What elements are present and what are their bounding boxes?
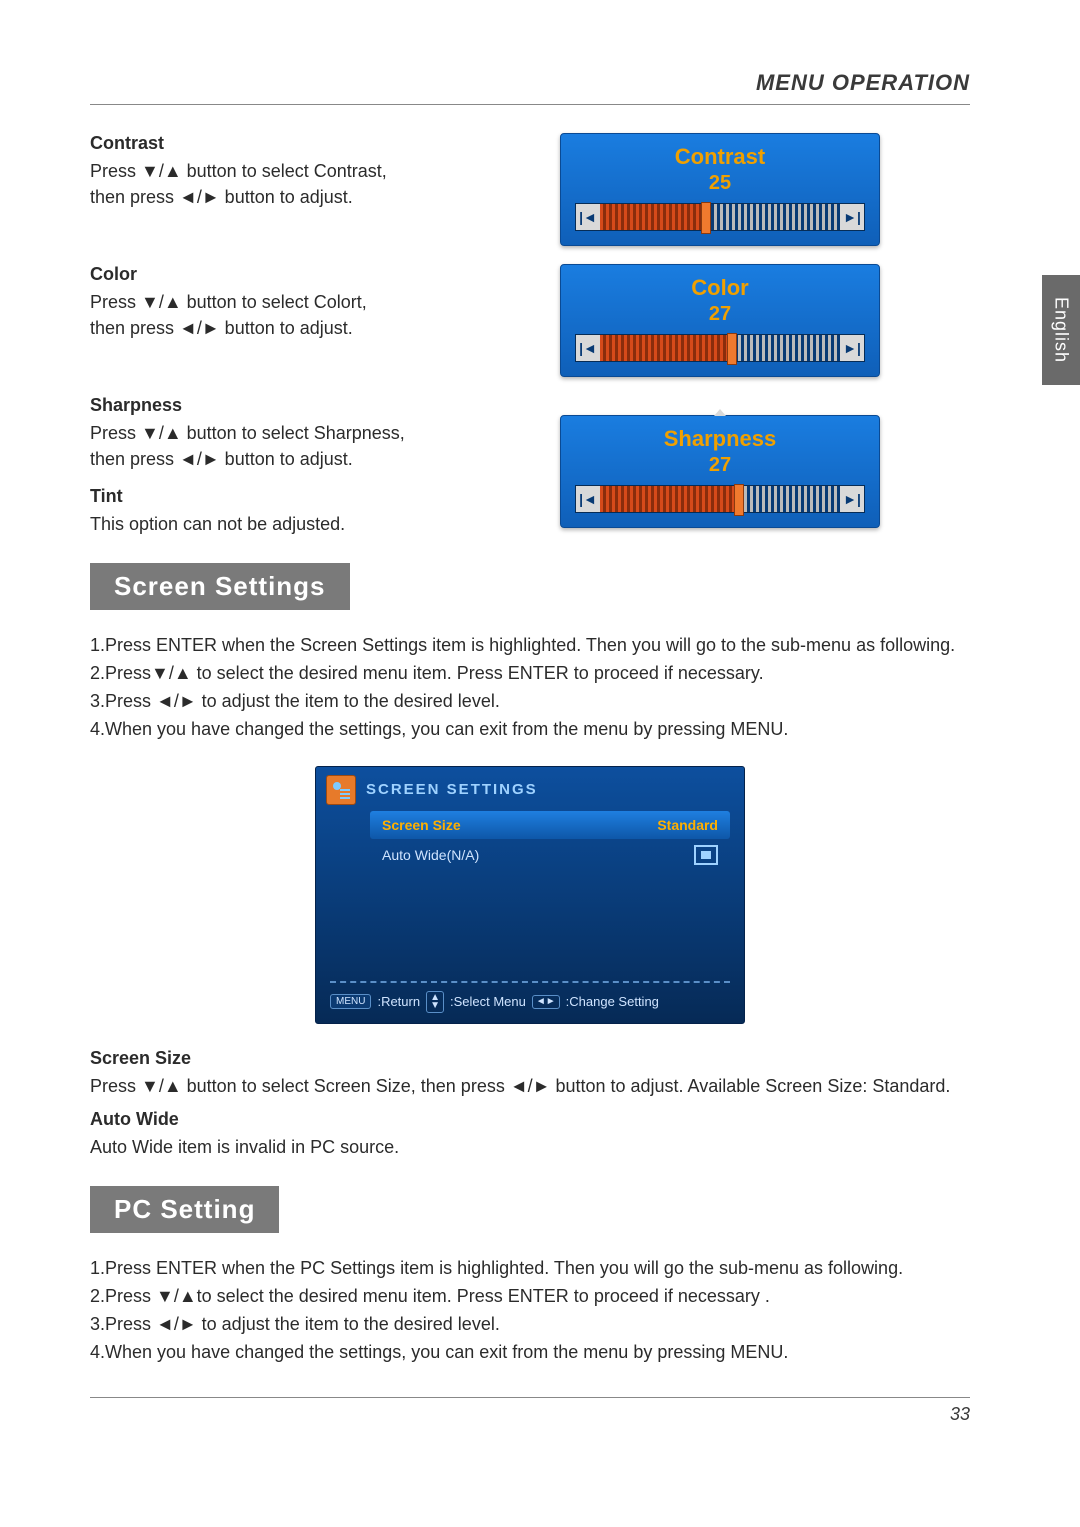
pc-step-2: 2.Press ▼/▲to select the desired menu it… [90,1283,970,1311]
page-number: 33 [950,1404,970,1424]
sharpness-desc-2: then press ◄/► button to adjust. [90,446,540,472]
screen-size-desc: Press ▼/▲ button to select Screen Size, … [90,1073,970,1099]
language-tab: English [1042,275,1080,385]
slider-value: 25 [575,172,865,195]
color-desc-2: then press ◄/► button to adjust. [90,315,540,341]
auto-wide-desc: Auto Wide item is invalid in PC source. [90,1134,970,1160]
menu-key-icon: MENU [330,994,371,1009]
slider-title: Sharpness [575,426,865,452]
osd-window: SCREEN SETTINGS Screen Size Standard Aut… [315,766,745,1024]
contrast-desc-1: Press ▼/▲ button to select Contrast, [90,158,540,184]
osd-title: SCREEN SETTINGS [366,781,538,798]
contrast-desc-2: then press ◄/► button to adjust. [90,184,540,210]
updown-icon: ▲▼ [426,991,444,1013]
stop-icon [694,845,718,865]
slider-right-icon[interactable]: ►| [840,335,864,361]
screen-step-1: 1.Press ENTER when the Screen Settings i… [90,632,970,660]
slider-track[interactable]: |◄ ►| [575,485,865,513]
osd-row-screen-size[interactable]: Screen Size Standard [370,811,730,839]
slider-title: Contrast [575,144,865,170]
pc-step-4: 4.When you have changed the settings, yo… [90,1339,970,1367]
osd-row-label: Screen Size [382,817,461,833]
pc-step-3: 3.Press ◄/► to adjust the item to the de… [90,1311,970,1339]
pc-setting-bar: PC Setting [90,1186,279,1233]
osd-foot-select: :Select Menu [450,994,526,1009]
screen-settings-bar: Screen Settings [90,563,350,610]
slider-right-icon[interactable]: ►| [840,204,864,230]
up-marker-icon [714,409,726,416]
osd-row-value: Standard [657,817,718,833]
osd-foot-change: :Change Setting [566,994,659,1009]
osd-category-icon [326,775,356,805]
screen-step-4: 4.When you have changed the settings, yo… [90,716,970,744]
slider-value: 27 [575,454,865,477]
tint-heading: Tint [90,486,540,507]
screen-step-2: 2.Press▼/▲ to select the desired menu it… [90,660,970,688]
slider-left-icon[interactable]: |◄ [576,204,600,230]
sharpness-heading: Sharpness [90,395,540,416]
color-desc-1: Press ▼/▲ button to select Colort, [90,289,540,315]
osd-row-auto-wide[interactable]: Auto Wide(N/A) [370,839,730,871]
pc-step-1: 1.Press ENTER when the PC Settings item … [90,1255,970,1283]
page-header: MENU OPERATION [90,70,970,105]
osd-row-label: Auto Wide(N/A) [382,847,479,863]
slider-track[interactable]: |◄ ►| [575,203,865,231]
leftright-icon: ◄► [532,995,560,1009]
screen-size-heading: Screen Size [90,1048,970,1069]
osd-foot-return: :Return [377,994,420,1009]
slider-title: Color [575,275,865,301]
slider-left-icon[interactable]: |◄ [576,486,600,512]
color-heading: Color [90,264,540,285]
contrast-slider-widget: Contrast 25 |◄ ►| [560,133,880,246]
slider-track[interactable]: |◄ ►| [575,334,865,362]
auto-wide-heading: Auto Wide [90,1109,970,1130]
sharpness-desc-1: Press ▼/▲ button to select Sharpness, [90,420,540,446]
screen-step-3: 3.Press ◄/► to adjust the item to the de… [90,688,970,716]
slider-value: 27 [575,303,865,326]
slider-right-icon[interactable]: ►| [840,486,864,512]
contrast-heading: Contrast [90,133,540,154]
slider-left-icon[interactable]: |◄ [576,335,600,361]
tint-desc: This option can not be adjusted. [90,511,540,537]
sharpness-slider-widget: Sharpness 27 |◄ ►| [560,415,880,528]
color-slider-widget: Color 27 |◄ ►| [560,264,880,377]
